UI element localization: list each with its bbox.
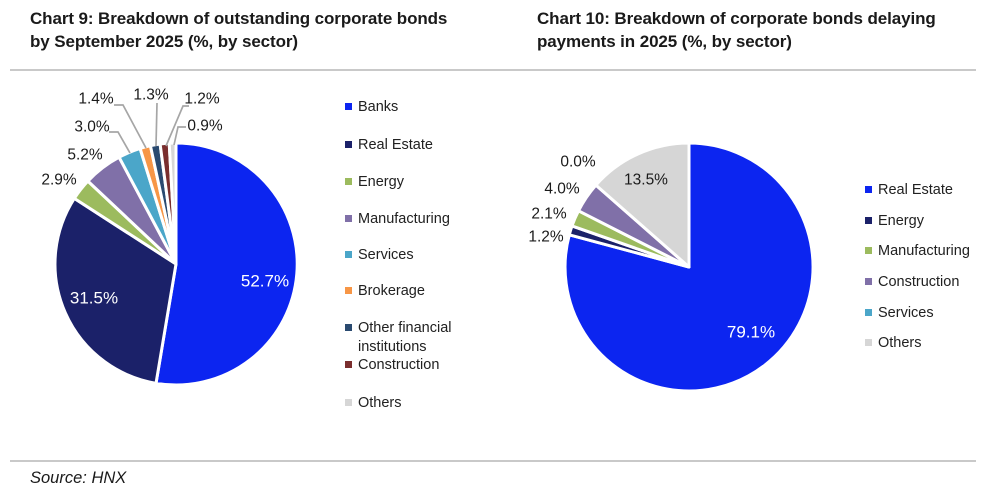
legend-item-construction: Construction bbox=[865, 273, 990, 292]
legend-swatch-construction bbox=[345, 361, 352, 368]
bottom-divider bbox=[10, 460, 976, 462]
slice-value-label-other-financial-institutions: 1.3% bbox=[133, 87, 169, 104]
legend-swatch-others bbox=[345, 399, 352, 406]
slice-value-label-construction: 1.2% bbox=[184, 91, 220, 108]
slice-value-label-services: 3.0% bbox=[74, 119, 110, 136]
legend-item-services: Services bbox=[345, 246, 467, 265]
pie-slice-others bbox=[594, 141, 691, 269]
legend-item-construction: Construction bbox=[345, 356, 467, 375]
top-divider bbox=[10, 69, 976, 71]
slice-value-label-brokerage: 1.4% bbox=[78, 91, 114, 108]
pie-slice-others bbox=[167, 141, 178, 266]
slice-value-label-energy: 1.2% bbox=[528, 229, 564, 246]
legend-swatch-real-estate bbox=[865, 186, 872, 193]
legend-swatch-others bbox=[865, 339, 872, 346]
legend-item-manufacturing: Manufacturing bbox=[345, 210, 467, 229]
legend-item-real-estate: Real Estate bbox=[345, 136, 467, 155]
legend-item-services: Services bbox=[865, 304, 990, 323]
chart10-title: Chart 10: Breakdown of corporate bonds d… bbox=[537, 9, 936, 51]
legend-label: Energy bbox=[358, 174, 404, 190]
legend-swatch-services bbox=[865, 309, 872, 316]
legend-swatch-other-financial-institutions bbox=[345, 324, 352, 331]
legend-label: Services bbox=[358, 247, 414, 263]
callout-line-brokerage bbox=[114, 104, 147, 149]
legend-label: Others bbox=[878, 335, 922, 351]
slice-value-label-others: 0.9% bbox=[187, 118, 223, 135]
legend-item-brokerage: Brokerage bbox=[345, 282, 467, 301]
legend-item-real-estate: Real Estate bbox=[865, 181, 990, 200]
legend-label: Manufacturing bbox=[878, 243, 970, 259]
callout-line-other-financial-institutions bbox=[155, 102, 158, 147]
callout-line-services bbox=[109, 131, 131, 154]
legend-swatch-construction bbox=[865, 278, 872, 285]
slice-value-label-manufacturing: 5.2% bbox=[67, 147, 103, 164]
legend-item-other-financial-institutions: Other financial institutions bbox=[345, 319, 467, 356]
slice-value-label-energy: 2.9% bbox=[41, 172, 77, 189]
legend-label: Banks bbox=[358, 99, 399, 115]
slice-value-label-real-estate: 31.5% bbox=[70, 289, 118, 308]
slice-value-label-others: 13.5% bbox=[624, 172, 668, 189]
slice-value-label-banks: 52.7% bbox=[241, 272, 289, 291]
legend-swatch-brokerage bbox=[345, 287, 352, 294]
legend-label: Construction bbox=[358, 357, 440, 373]
legend-label: Others bbox=[358, 395, 402, 411]
legend-item-energy: Energy bbox=[865, 212, 990, 231]
slice-value-label-manufacturing: 2.1% bbox=[531, 206, 567, 223]
callout-line-construction bbox=[165, 105, 189, 147]
chart9-pie: 52.7% 31.5% 2.9% 5.2% 3.0% 1.4% 1.3% 1.2% 0.9% bbox=[41, 87, 299, 387]
legend-label: Energy bbox=[878, 213, 924, 229]
legend-item-energy: Energy bbox=[345, 173, 467, 192]
chart10-pie: 79.1% 1.2% 2.1% 4.0% 0.0% 13.5% bbox=[528, 141, 815, 393]
slice-value-label-services: 0.0% bbox=[560, 154, 596, 171]
legend-label: Services bbox=[878, 305, 934, 321]
legend-swatch-manufacturing bbox=[865, 247, 872, 254]
legend-swatch-manufacturing bbox=[345, 215, 352, 222]
legend-swatch-services bbox=[345, 251, 352, 258]
source-note: Source: HNX bbox=[30, 469, 127, 487]
legend-label: Real Estate bbox=[358, 137, 433, 153]
legend-label: Other financial institutions bbox=[358, 320, 452, 355]
legend-item-others: Others bbox=[345, 394, 467, 413]
legend-swatch-energy bbox=[345, 178, 352, 185]
legend-swatch-real-estate bbox=[345, 141, 352, 148]
legend-item-banks: Banks bbox=[345, 98, 467, 117]
legend-swatch-energy bbox=[865, 217, 872, 224]
legend-label: Brokerage bbox=[358, 283, 425, 299]
callout-line-others bbox=[173, 126, 186, 146]
pie-slice-banks bbox=[154, 141, 299, 387]
legend-label: Manufacturing bbox=[358, 211, 450, 227]
legend-label: Real Estate bbox=[878, 182, 953, 198]
legend-item-manufacturing: Manufacturing bbox=[865, 242, 990, 261]
legend-swatch-banks bbox=[345, 103, 352, 110]
slice-value-label-construction: 4.0% bbox=[544, 181, 580, 198]
legend-label: Construction bbox=[878, 274, 960, 290]
slice-value-label-real-estate: 79.1% bbox=[727, 323, 775, 342]
legend-item-others: Others bbox=[865, 334, 990, 353]
chart9-title: Chart 9: Breakdown of outstanding corpor… bbox=[30, 9, 448, 51]
